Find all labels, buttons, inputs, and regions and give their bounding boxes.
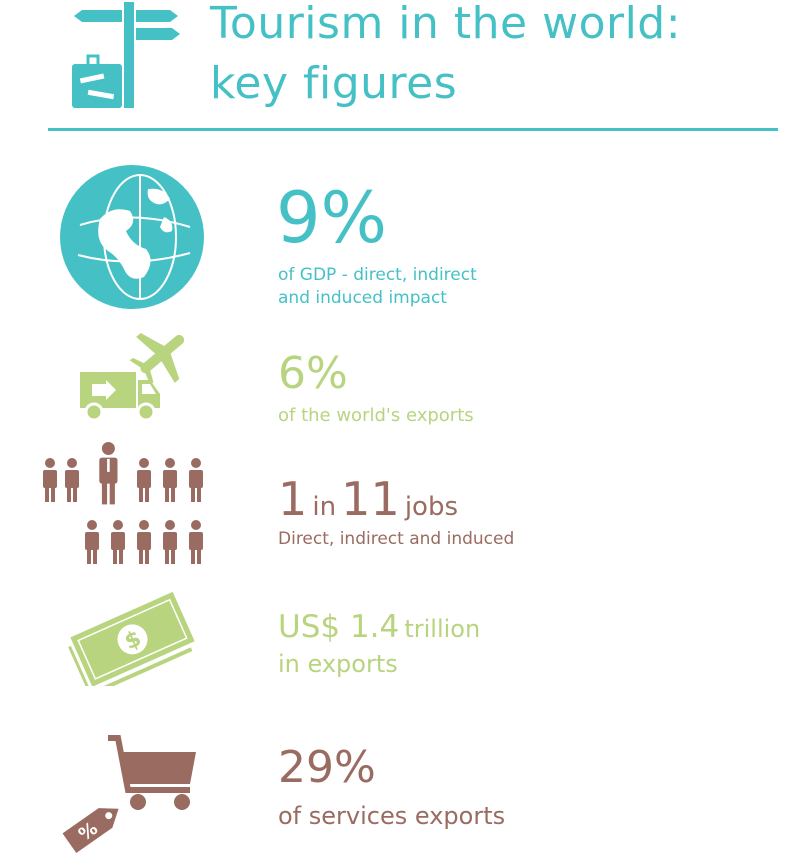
header-divider: [48, 128, 778, 131]
jobs-numerator: 1: [278, 472, 308, 526]
title-line-2: key figures: [210, 58, 458, 109]
jobs-in-word: in: [312, 492, 337, 522]
services-percentage: 29%: [278, 742, 376, 793]
title-line-1: Tourism in the world:: [210, 0, 682, 49]
jobs-denominator: 11: [341, 472, 400, 526]
cart-percent-tag-icon: %: [58, 730, 200, 854]
jobs-caption: Direct, indirect and induced: [278, 529, 515, 549]
exports-percentage: 6%: [278, 348, 348, 399]
gdp-caption: of GDP - direct, indirect and induced im…: [278, 264, 477, 310]
trillion-caption: in exports: [278, 650, 398, 678]
gdp-caption-line-1: of GDP - direct, indirect: [278, 265, 477, 285]
truck-airplane-icon: [76, 320, 198, 426]
jobs-ratio: 1 in 11 jobs: [278, 470, 458, 539]
trillion-amount: US$ 1.4 trillion: [278, 607, 480, 652]
trillion-value: US$ 1.4: [278, 609, 400, 645]
gdp-caption-line-2: and induced impact: [278, 288, 447, 308]
gdp-percentage: 9%: [276, 177, 388, 259]
banknotes-icon: $: [68, 590, 198, 697]
exports-caption: of the world's exports: [278, 405, 474, 426]
services-caption: of services exports: [278, 802, 506, 830]
jobs-unit: jobs: [404, 492, 458, 522]
globe-icon: [60, 165, 204, 309]
signpost-suitcase-icon: [66, 2, 184, 110]
people-icon: [40, 440, 212, 570]
page-title: Tourism in the world: key figures: [210, 0, 780, 114]
trillion-unit: trillion: [404, 615, 481, 643]
